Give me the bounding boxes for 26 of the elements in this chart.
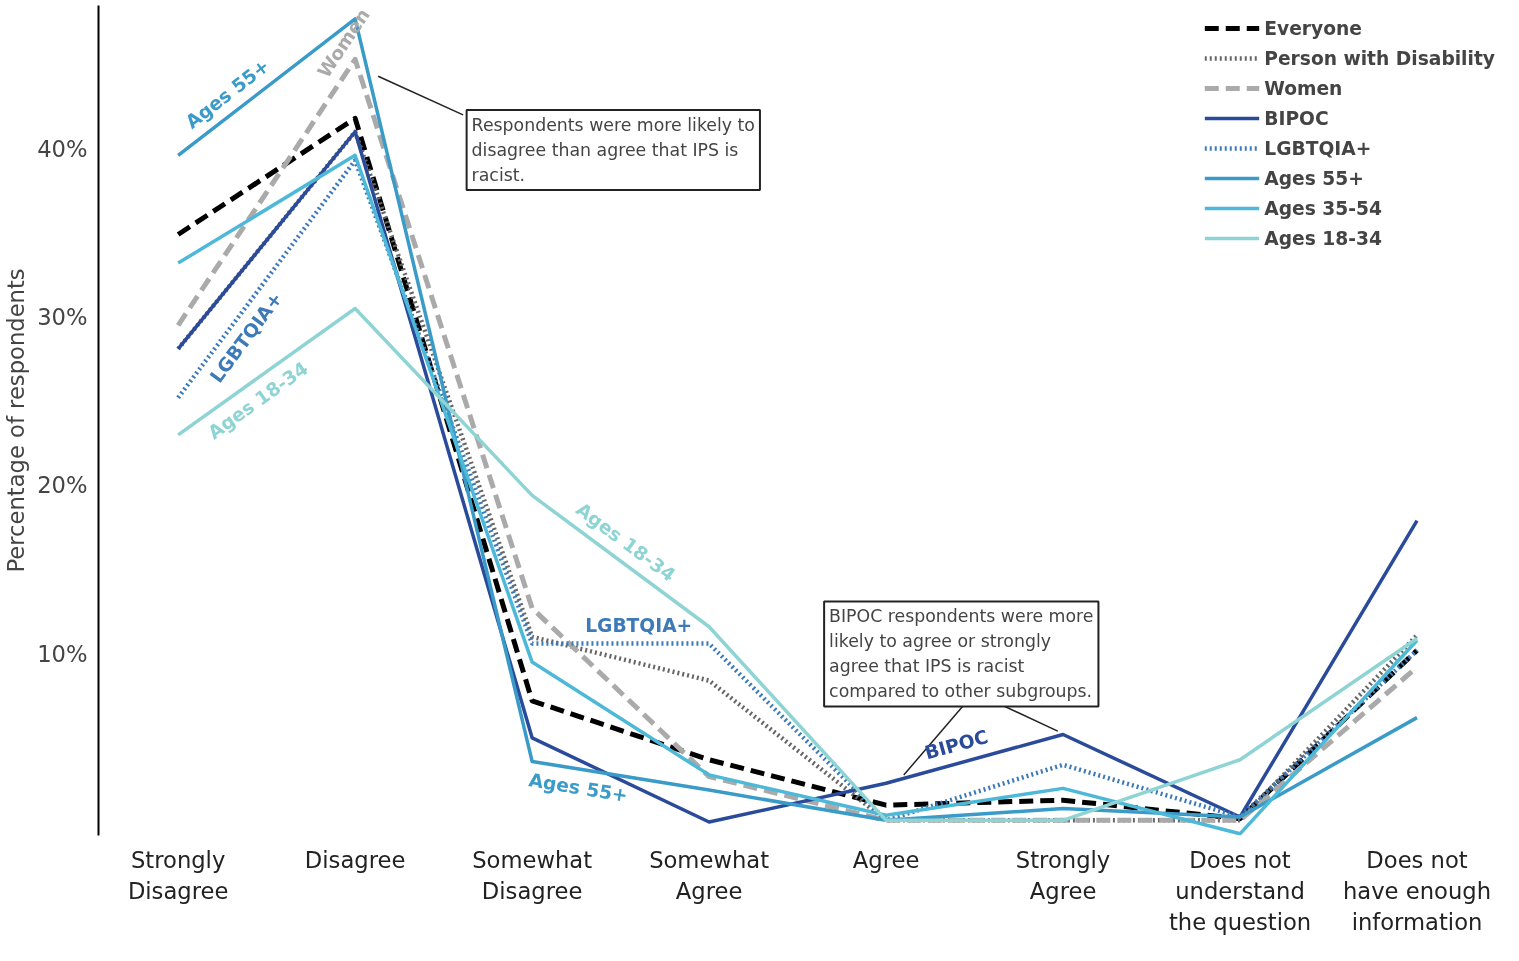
legend-label: Women [1264,76,1343,101]
x-tick-label: Somewhat Disagree [472,846,593,904]
annotation: BIPOC respondents were more likely to agree or strongly agree that IPS is racist compared to other subgroups. [829,606,1094,702]
y-tick-label: 10% [37,640,88,667]
annotation: BIPOC [922,725,991,764]
x-tick-label: Strongly Agree [1015,846,1111,904]
x-tick-label: Does not understand the question [1168,846,1312,935]
annotation: Ages 55+ [527,769,630,807]
x-tick-label: Agree [852,846,920,873]
legend-label: LGBTQIA+ [1264,136,1372,161]
x-tick-label: Disagree [304,846,406,873]
annotation: Respondents were more likely to disagree than agree that IPS is racist. [471,114,755,185]
annotation: LGBTQIA+ [585,614,693,636]
y-tick-label: 40% [37,135,88,162]
legend-label: Ages 35-54 [1264,196,1382,221]
legend-label: Everyone [1264,16,1362,41]
y-tick-label: 30% [37,303,88,330]
y-tick-label: 20% [37,472,88,499]
x-tick-label: Does not have enough information [1342,846,1492,935]
x-tick-label: Somewhat Agree [649,846,770,904]
legend-label: Person with Disability [1264,46,1495,71]
legend-label: BIPOC [1264,106,1329,131]
x-tick-label: Strongly Disagree [127,846,229,904]
legend-label: Ages 18-34 [1264,226,1382,251]
legend-label: Ages 55+ [1264,166,1364,191]
y-axis-title: Percentage of respondents [3,268,30,573]
